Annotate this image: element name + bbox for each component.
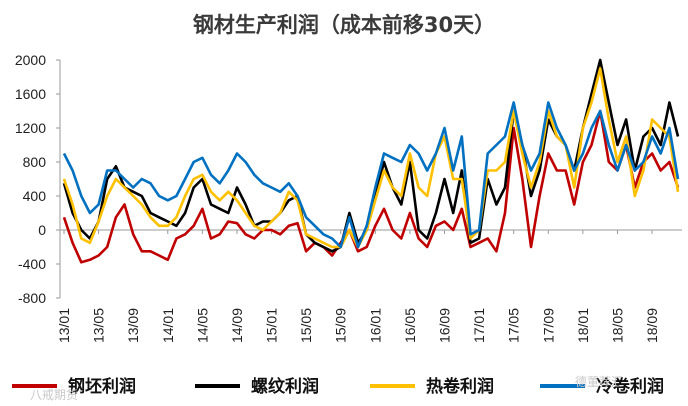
- x-tick-label: 17/01: [471, 308, 487, 343]
- y-axis: 2000 1600 1200 800 400 0 -400 -800: [15, 52, 60, 306]
- watermark-text-right: 德董荐汇: [575, 374, 623, 389]
- watermark-text: 八戒期货: [30, 387, 78, 402]
- x-tick-label: 16/01: [367, 308, 383, 343]
- legend-label: 螺纹利润: [251, 376, 319, 397]
- y-tick-label: 1200: [15, 120, 46, 136]
- x-tick-label: 16/09: [437, 308, 453, 343]
- series-lines: [62, 58, 680, 264]
- x-tick-label: 15/05: [298, 308, 314, 343]
- x-tick-label: 14/01: [160, 308, 176, 343]
- plot-area: [59, 60, 682, 298]
- series-line-1: [62, 109, 680, 264]
- legend-label: 钢坯利润: [68, 376, 136, 397]
- x-tick-label: 16/05: [402, 308, 418, 343]
- x-tick-label: 14/05: [194, 308, 210, 343]
- y-tick-label: 0: [38, 222, 46, 238]
- chart-title: 钢材生产利润（成本前移30天）: [193, 13, 495, 37]
- y-tick-label: -400: [18, 256, 46, 272]
- x-tick-label: 17/09: [540, 308, 556, 343]
- y-tick-label: 400: [23, 188, 47, 204]
- x-tick-label: 14/09: [229, 308, 245, 343]
- x-tick-label: 13/09: [125, 308, 141, 343]
- y-tick-label: 2000: [15, 52, 46, 68]
- y-tick-label: -800: [18, 290, 46, 306]
- series-line-3: [62, 67, 680, 249]
- x-tick-label: 18/01: [575, 308, 591, 343]
- x-tick-label: 18/09: [644, 308, 660, 343]
- y-tick-label: 1600: [15, 86, 46, 102]
- y-tick-label: 800: [23, 154, 47, 170]
- x-tick-label: 17/05: [506, 308, 522, 343]
- series-line-4: [62, 101, 680, 249]
- x-axis: 13/01 13/05 13/09 14/01 14/05 14/09 15/01 15/05…: [56, 230, 660, 343]
- x-tick-label: 13/01: [56, 308, 72, 343]
- legend-label: 热卷利润: [426, 376, 494, 397]
- legend-label: 冷卷利润: [596, 376, 664, 397]
- x-tick-label: 15/09: [333, 308, 349, 343]
- x-tick-label: 18/05: [609, 308, 625, 343]
- x-tick-label: 15/01: [264, 308, 280, 343]
- x-tick-label: 13/05: [91, 308, 107, 343]
- legend: 钢坯利润 螺纹利润 热卷利润 冷卷利润: [12, 376, 664, 397]
